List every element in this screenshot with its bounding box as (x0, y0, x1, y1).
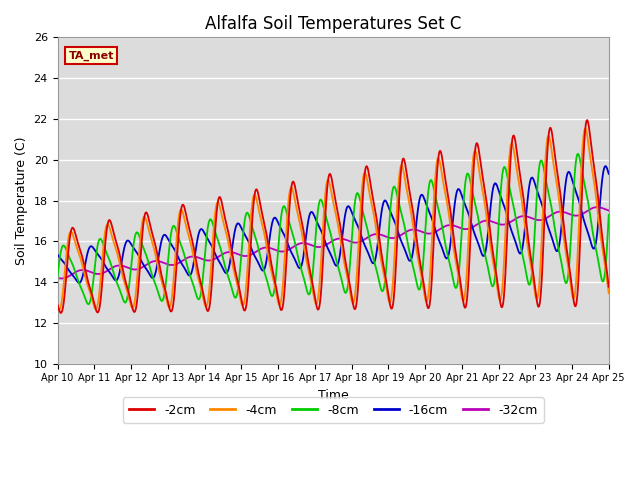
Text: TA_met: TA_met (68, 50, 114, 61)
Y-axis label: Soil Temperature (C): Soil Temperature (C) (15, 136, 28, 265)
Legend: -2cm, -4cm, -8cm, -16cm, -32cm: -2cm, -4cm, -8cm, -16cm, -32cm (123, 397, 543, 423)
Title: Alfalfa Soil Temperatures Set C: Alfalfa Soil Temperatures Set C (205, 15, 461, 33)
X-axis label: Time: Time (318, 389, 349, 402)
